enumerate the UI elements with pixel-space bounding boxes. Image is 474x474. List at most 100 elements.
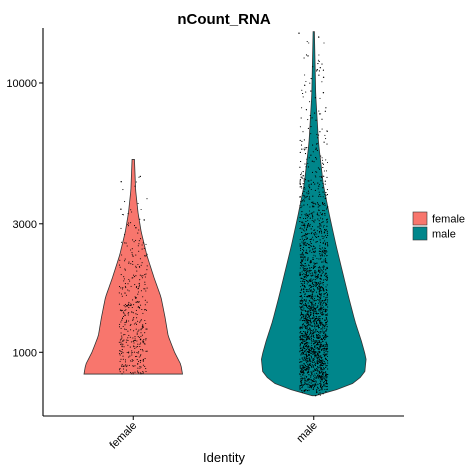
- data-point: [307, 313, 309, 315]
- data-point: [305, 238, 307, 240]
- data-point: [301, 271, 303, 273]
- data-point: [314, 340, 316, 342]
- data-point: [138, 372, 140, 374]
- data-point: [139, 360, 141, 362]
- data-point: [314, 320, 316, 322]
- data-point: [316, 376, 318, 378]
- data-point: [326, 347, 328, 349]
- data-point: [127, 225, 130, 227]
- data-point: [134, 365, 136, 367]
- data-point: [134, 338, 136, 340]
- data-point: [314, 266, 316, 268]
- data-point: [323, 290, 325, 292]
- data-point: [301, 327, 303, 329]
- data-point: [314, 351, 316, 353]
- data-point: [315, 147, 317, 149]
- data-point: [302, 217, 305, 220]
- legend-label-male: male: [432, 229, 456, 241]
- data-point: [319, 67, 321, 69]
- data-point: [318, 352, 320, 354]
- data-point: [309, 101, 311, 103]
- data-point: [320, 277, 322, 279]
- data-point: [140, 208, 142, 211]
- data-point: [324, 372, 326, 374]
- data-point: [302, 359, 304, 361]
- data-point: [125, 242, 127, 244]
- data-point: [133, 241, 135, 243]
- data-point: [317, 206, 319, 208]
- data-point: [305, 383, 307, 385]
- data-point: [325, 377, 327, 379]
- data-point: [326, 274, 328, 276]
- data-point: [122, 365, 125, 367]
- data-point: [126, 305, 128, 307]
- data-point: [315, 377, 317, 379]
- data-point: [302, 316, 304, 318]
- data-point: [321, 389, 323, 391]
- data-point: [319, 239, 321, 241]
- data-point: [310, 325, 313, 327]
- data-point: [310, 266, 313, 269]
- data-point: [144, 255, 146, 257]
- data-point: [306, 357, 308, 359]
- data-point: [319, 379, 321, 381]
- data-point: [137, 263, 139, 266]
- data-point: [128, 222, 130, 224]
- data-point: [315, 367, 318, 370]
- data-point: [309, 332, 311, 335]
- data-point: [302, 242, 304, 244]
- data-point: [325, 341, 327, 343]
- data-point: [307, 214, 309, 216]
- data-point: [318, 205, 320, 207]
- outlier-point: [120, 208, 122, 210]
- data-point: [318, 360, 320, 362]
- data-point: [307, 371, 309, 373]
- data-point: [305, 327, 307, 330]
- data-point: [313, 254, 315, 256]
- data-point: [142, 360, 144, 362]
- data-point: [125, 369, 127, 371]
- data-point: [307, 351, 309, 353]
- data-point: [303, 345, 305, 347]
- data-point: [302, 194, 304, 196]
- data-point: [119, 354, 121, 356]
- data-point: [305, 220, 307, 223]
- data-point: [321, 247, 323, 249]
- data-point: [302, 374, 304, 376]
- data-point: [300, 318, 302, 320]
- data-point: [121, 309, 123, 311]
- data-point: [309, 331, 312, 333]
- data-point: [315, 281, 318, 284]
- data-point: [306, 318, 308, 320]
- data-point: [325, 333, 327, 335]
- data-point: [305, 362, 308, 364]
- data-point: [304, 293, 307, 295]
- data-point: [307, 363, 309, 365]
- data-point: [299, 343, 301, 345]
- data-point: [120, 332, 122, 334]
- data-point: [138, 336, 140, 339]
- data-point: [312, 203, 314, 205]
- data-point: [300, 311, 302, 313]
- data-point: [308, 157, 310, 159]
- data-point: [318, 356, 320, 358]
- data-point: [322, 378, 324, 380]
- data-point: [322, 376, 324, 378]
- data-point: [317, 347, 319, 349]
- data-point: [146, 269, 148, 271]
- data-point: [322, 341, 324, 343]
- data-point: [132, 261, 134, 263]
- data-point: [312, 220, 315, 222]
- data-point: [139, 361, 141, 363]
- data-point: [306, 283, 308, 285]
- data-point: [316, 354, 318, 356]
- data-point: [325, 191, 327, 194]
- data-point: [314, 323, 316, 325]
- data-point: [120, 358, 122, 360]
- data-point: [305, 334, 307, 337]
- data-point: [318, 299, 320, 301]
- data-point: [132, 318, 134, 320]
- data-point: [306, 376, 308, 378]
- data-point: [317, 325, 319, 327]
- data-point: [300, 227, 302, 229]
